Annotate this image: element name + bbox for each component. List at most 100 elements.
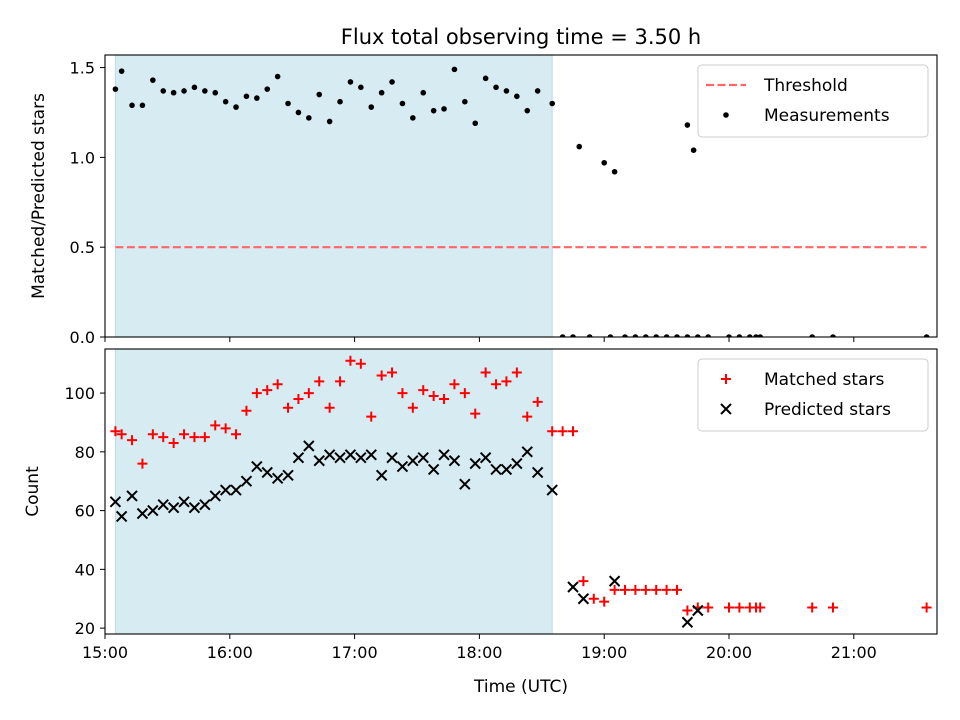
data-point [127, 435, 138, 446]
data-point [472, 120, 479, 127]
data-point [188, 501, 201, 514]
data-point [521, 446, 533, 458]
y-axis-label: Count [23, 466, 43, 517]
data-point [179, 429, 190, 440]
data-point [303, 388, 314, 399]
data-point [441, 106, 447, 112]
data-point [376, 370, 387, 381]
series-predicted-stars [109, 440, 704, 628]
data-point [469, 457, 481, 470]
data-point [136, 507, 149, 520]
data-point [643, 334, 649, 337]
data-point [428, 391, 439, 402]
data-point [524, 107, 531, 114]
data-point [511, 367, 522, 378]
data-point [632, 334, 639, 337]
data-point [399, 100, 406, 107]
data-point [137, 458, 148, 469]
data-point [375, 469, 388, 482]
data-point [734, 602, 745, 613]
data-point [747, 334, 753, 337]
legend-label: Measurements [764, 106, 890, 126]
data-point [430, 107, 437, 114]
y-tick-label: 60 [75, 502, 95, 521]
data-point [439, 393, 450, 404]
x-tick-label: 20:00 [706, 643, 752, 662]
data-point [283, 402, 294, 413]
data-point [692, 604, 704, 617]
data-point [202, 88, 208, 94]
y-tick-label: 80 [75, 443, 95, 462]
data-point [344, 449, 357, 461]
data-point [167, 501, 180, 514]
shaded-interval [114, 55, 553, 337]
data-point [807, 602, 818, 613]
data-point [389, 79, 395, 85]
plot-area [109, 349, 932, 634]
data-point [557, 426, 568, 437]
data-point [491, 379, 502, 390]
legend-swatch [723, 112, 729, 118]
data-point [158, 432, 169, 443]
data-point [695, 334, 701, 337]
data-point [736, 334, 743, 337]
data-point [417, 452, 429, 464]
data-point [681, 616, 694, 628]
data-point [588, 593, 599, 604]
data-point [355, 358, 366, 369]
legend-label: Predicted stars [764, 400, 891, 420]
data-point [640, 584, 651, 595]
data-point [251, 388, 262, 399]
data-point [240, 475, 253, 487]
data-point [347, 79, 354, 85]
data-point [531, 466, 544, 479]
figure-title: Flux total observing time = 3.50 h [341, 25, 701, 49]
data-point [705, 334, 711, 337]
data-point [313, 454, 325, 467]
y-tick-label: 40 [75, 560, 95, 579]
data-point [264, 86, 271, 92]
data-point [609, 584, 620, 595]
data-point [251, 460, 263, 473]
legend-swatch [721, 374, 731, 384]
data-point [139, 102, 146, 109]
data-point [282, 469, 294, 482]
data-point [690, 147, 697, 153]
data-point [285, 100, 291, 107]
data-point [168, 438, 179, 449]
data-point [480, 367, 491, 378]
data-point [490, 463, 502, 476]
data-point [682, 605, 693, 616]
data-point [651, 584, 662, 595]
data-point [306, 115, 312, 121]
data-point [314, 376, 325, 387]
data-point [292, 452, 305, 464]
data-point [586, 334, 593, 337]
data-point [470, 408, 481, 419]
data-point [459, 388, 470, 399]
data-point [420, 89, 427, 96]
data-point [129, 102, 135, 109]
data-point [209, 490, 221, 502]
data-point [684, 122, 691, 128]
series-measurements [112, 66, 930, 337]
data-point [303, 440, 315, 452]
y-tick-label: 100 [64, 384, 95, 403]
top-panel-measurements: 0.0 0.5 1.0 1.5 Matched/Predicted stars Thres… [29, 54, 938, 347]
data-point [809, 334, 815, 337]
data-point [334, 452, 346, 464]
data-point [703, 602, 714, 613]
y-tick-label: 1.0 [70, 148, 95, 167]
data-point [191, 84, 198, 91]
data-point [126, 490, 138, 502]
axes-frame [104, 54, 938, 338]
data-point [663, 334, 670, 337]
data-point [620, 584, 630, 595]
y-axis-label: Matched/Predicted stars [29, 93, 49, 299]
data-point [222, 98, 229, 105]
data-point [511, 457, 523, 470]
x-tick-label: 21:00 [831, 643, 877, 662]
data-point [522, 411, 533, 422]
data-point [757, 334, 763, 337]
